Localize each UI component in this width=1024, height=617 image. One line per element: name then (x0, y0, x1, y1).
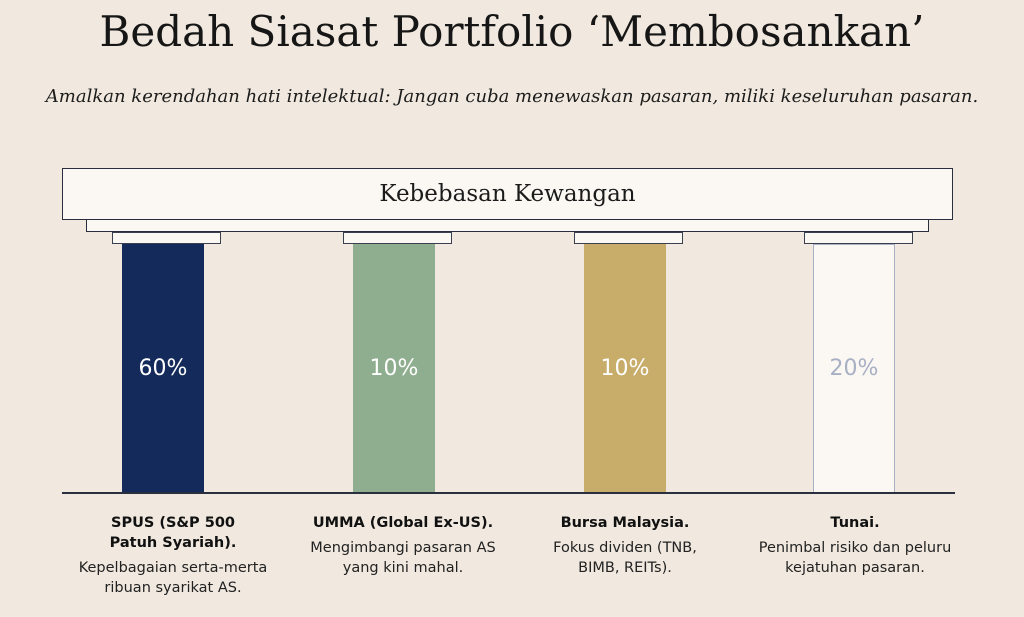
pillar-umma: 10% (353, 244, 435, 493)
caption-heading-bursa: Bursa Malaysia. (560, 515, 690, 531)
caption-desc-bursa: Fokus dividen (TNB, BIMB, REITs). (553, 540, 697, 576)
pillar-value-tunai: 20% (829, 356, 879, 381)
caption-umma: UMMA (Global Ex-US). Mengimbangi pasaran… (288, 513, 518, 578)
caption-heading-tunai: Tunai. (830, 515, 880, 531)
caption-heading-umma: UMMA (Global Ex-US). (312, 515, 494, 531)
pillar-capital-spus (112, 232, 221, 244)
pillar-bursa: 10% (584, 244, 666, 493)
pillar-capital-tunai (804, 232, 913, 244)
page-subtitle: Amalkan kerendahan hati intelektual: Jan… (45, 86, 979, 107)
pillar-tunai: 20% (813, 244, 895, 493)
caption-desc-spus: Kepelbagaian serta-merta ribuan syarikat… (78, 560, 268, 596)
caption-heading-spus: SPUS (S&P 500 Patuh Syariah). (109, 515, 237, 551)
caption-spus: SPUS (S&P 500 Patuh Syariah). Kepelbagai… (58, 513, 288, 598)
ground-line (62, 492, 955, 494)
caption-bursa: Bursa Malaysia. Fokus dividen (TNB, BIMB… (510, 513, 740, 578)
caption-tunai: Tunai. Penimbal risiko dan peluru kejatu… (740, 513, 970, 578)
pillar-value-bursa: 10% (600, 356, 650, 381)
pillar-value-umma: 10% (369, 356, 419, 381)
caption-desc-umma: Mengimbangi pasaran AS yang kini mahal. (310, 540, 496, 576)
roof-label: Kebebasan Kewangan (379, 181, 636, 207)
pillar-capital-bursa (574, 232, 683, 244)
roof-lintel: Kebebasan Kewangan (62, 168, 953, 220)
caption-desc-tunai: Penimbal risiko dan peluru kejatuhan pas… (758, 540, 952, 576)
pillar-spus: 60% (122, 244, 204, 493)
page-title: Bedah Siasat Portfolio ‘Membosankan’ (99, 7, 925, 56)
pillar-capital-umma (343, 232, 452, 244)
roof-beam (86, 219, 929, 232)
pillar-value-spus: 60% (138, 356, 188, 381)
